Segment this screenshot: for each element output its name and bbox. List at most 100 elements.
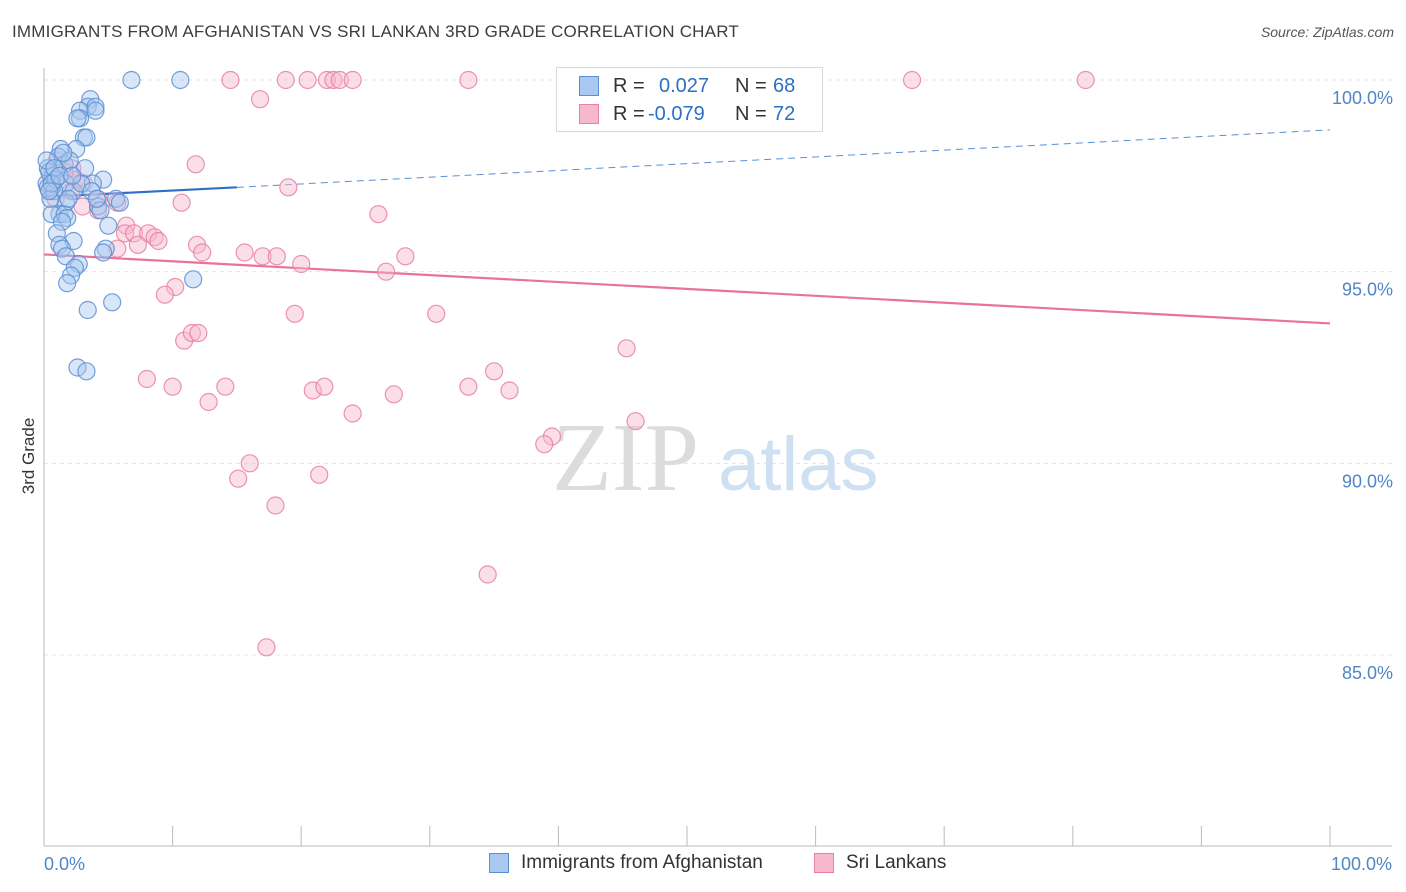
afghanistan-point [58, 274, 77, 293]
sri-lankans-point [626, 412, 645, 431]
afghanistan-point [68, 358, 87, 377]
sri-lankans-point [285, 304, 304, 323]
legend-r-value: 0.027 [659, 75, 710, 97]
afghanistan-point [99, 216, 118, 235]
x-tick-label-max: 100.0% [1331, 854, 1392, 874]
sri-lankans-point [186, 155, 205, 174]
sri-lankans-point [324, 70, 343, 90]
watermark-atlas: atlas [718, 422, 879, 507]
axis-ticks: 0.0% 100.0% 85.0% 90.0% 95.0% 100.0% [43, 88, 1393, 874]
sri-lankans-point [343, 70, 362, 90]
bottom-legend-label: Sri Lankans [846, 852, 947, 873]
sri-lankans-point [617, 339, 636, 358]
afghanistan-point [86, 101, 105, 120]
sri-lankans-point [542, 427, 562, 446]
legend-swatch-pink [579, 104, 599, 124]
bottom-legend-swatch-blue [489, 853, 509, 873]
legend-r-label: R = [613, 75, 645, 97]
y-axis-label: 3rd Grade [19, 418, 38, 495]
afghanistan-point [54, 143, 73, 162]
sri-lankans-point [396, 247, 415, 266]
afghanistan-point [77, 362, 96, 381]
legend-n-label: N = [735, 75, 767, 97]
sri-lankans-point [229, 469, 248, 488]
afghanistan-point [59, 189, 78, 208]
sri-lankans-point [459, 70, 478, 90]
afghanistan-point [94, 243, 113, 262]
gridlines [44, 79, 1392, 656]
sri-lankans-point [250, 90, 270, 109]
sri-lankans-point [376, 262, 396, 281]
afghanistan-point [171, 70, 190, 90]
sri-lankans-point [257, 638, 276, 657]
stats-legend: R = 0.027 N = 68 R = -0.079 N = 72 [556, 67, 823, 132]
sri-lankans-point [303, 381, 322, 400]
afghanistan-point [103, 293, 122, 312]
afghanistan-trend-dashed [236, 129, 1331, 188]
sri-lankans-point [240, 454, 259, 473]
sri-lankans-point [485, 362, 504, 381]
bottom-legend-swatch-pink [814, 853, 834, 873]
sri-lankans-point [310, 465, 329, 484]
chart-source: Source: ZipAtlas.com [1260, 24, 1394, 40]
sri-lankans-point [182, 323, 201, 343]
sri-lankans-point [298, 70, 317, 90]
sri-lankans-points [41, 70, 1095, 657]
sri-lankans-point [189, 323, 208, 343]
sri-lankans-point [266, 496, 285, 515]
sri-lankans-trend-line [43, 253, 1331, 325]
afghanistan-point [77, 128, 96, 147]
afghanistan-points [37, 70, 203, 381]
afghanistan-point [78, 300, 97, 320]
sri-lankans-point [384, 385, 403, 404]
watermark: ZIP atlas [552, 404, 879, 512]
sri-lankans-point [427, 304, 446, 323]
sri-lankans-point [478, 565, 497, 584]
afghanistan-point [94, 170, 113, 189]
chart-title: IMMIGRANTS FROM AFGHANISTAN VS SRI LANKA… [12, 22, 739, 41]
sri-lankans-point [500, 381, 519, 400]
legend-n-value: 72 [773, 103, 796, 125]
afghanistan-point [50, 166, 69, 185]
afghanistan-point [37, 151, 56, 170]
afghanistan-point [184, 270, 203, 289]
sri-lankans-point [267, 247, 286, 266]
legend-r-label: R = [613, 103, 645, 125]
sri-lankans-point [235, 243, 254, 262]
y-tick-label-85: 85.0% [1342, 663, 1393, 683]
watermark-zip: ZIP [552, 404, 699, 512]
sri-lankans-point [315, 377, 334, 396]
afghanistan-point [63, 166, 82, 185]
trend-lines [43, 129, 1331, 325]
bottom-legend-label: Immigrants from Afghanistan [521, 852, 763, 873]
y-tick-label-100: 100.0% [1332, 88, 1393, 108]
sri-lankans-point [128, 235, 147, 254]
sri-lankans-point [163, 377, 182, 396]
afghanistan-point [40, 182, 59, 201]
sri-lankans-point [1076, 70, 1095, 90]
legend-r-value: -0.079 [648, 103, 705, 125]
sri-lankans-point [459, 377, 478, 396]
afghanistan-point [68, 109, 87, 128]
sri-lankans-point [253, 247, 272, 266]
sri-lankans-point [292, 254, 311, 274]
sri-lankans-point [149, 231, 168, 251]
y-tick-label-95: 95.0% [1342, 280, 1393, 300]
sri-lankans-point [172, 193, 191, 212]
sri-lankans-point [221, 70, 240, 90]
sri-lankans-point [175, 331, 194, 350]
afghanistan-point [91, 201, 110, 220]
afghanistan-point [41, 189, 60, 208]
sri-lankans-point [193, 243, 212, 262]
legend-swatch-blue [579, 76, 599, 96]
sri-lankans-point [535, 435, 554, 454]
sri-lankans-point [155, 285, 174, 304]
sri-lankans-point [369, 205, 388, 224]
legend-n-value: 68 [773, 75, 796, 97]
sri-lankans-point [137, 369, 156, 389]
afghanistan-point [122, 70, 141, 90]
sri-lankans-point [317, 70, 337, 90]
legend-n-label: N = [735, 103, 767, 125]
sri-lankans-point [279, 178, 298, 197]
